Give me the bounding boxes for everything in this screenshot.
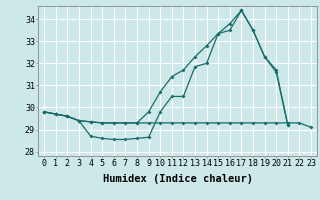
X-axis label: Humidex (Indice chaleur): Humidex (Indice chaleur) (103, 174, 252, 184)
